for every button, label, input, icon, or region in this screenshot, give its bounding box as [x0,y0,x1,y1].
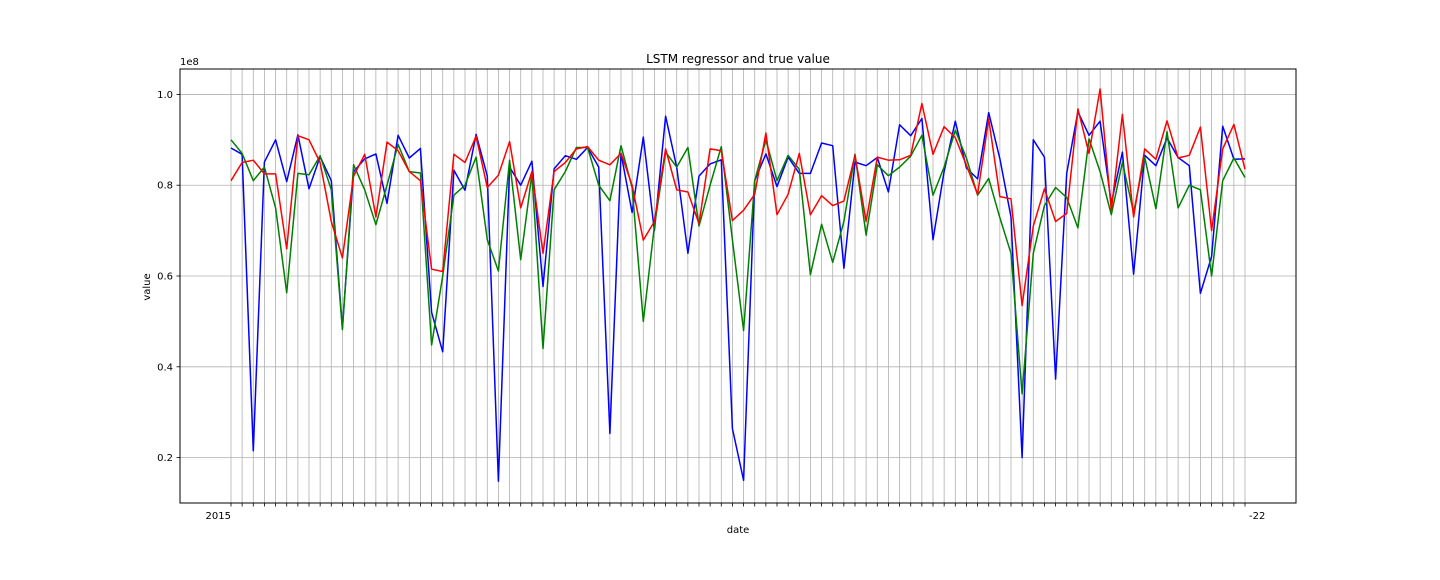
y-tick-label: 0.4 [157,362,173,373]
x-axis: 2015 -22 [206,503,1265,522]
plot-frame [179,68,1297,504]
y-axis-label: value [142,273,153,300]
x-tick-label-first: 2015 [206,511,231,522]
y-tick-label: 1.0 [157,90,173,101]
x-axis-label: date [727,525,750,536]
chart-title: LSTM regressor and true value [646,52,830,66]
y-tick-label: 0.8 [157,181,173,192]
series-line-2 [230,129,1246,395]
series-layer [230,88,1246,482]
y-axis: 0.2 0.4 0.6 0.8 1.0 [157,90,180,464]
y-tick-label: 0.2 [157,453,173,464]
grid-layer [180,69,1296,503]
y-tick-label: 0.6 [157,272,173,283]
series-line-3 [230,88,1246,307]
x-tick-label-last: -22 [1249,511,1265,522]
y-offset-label: 1e8 [180,57,199,68]
